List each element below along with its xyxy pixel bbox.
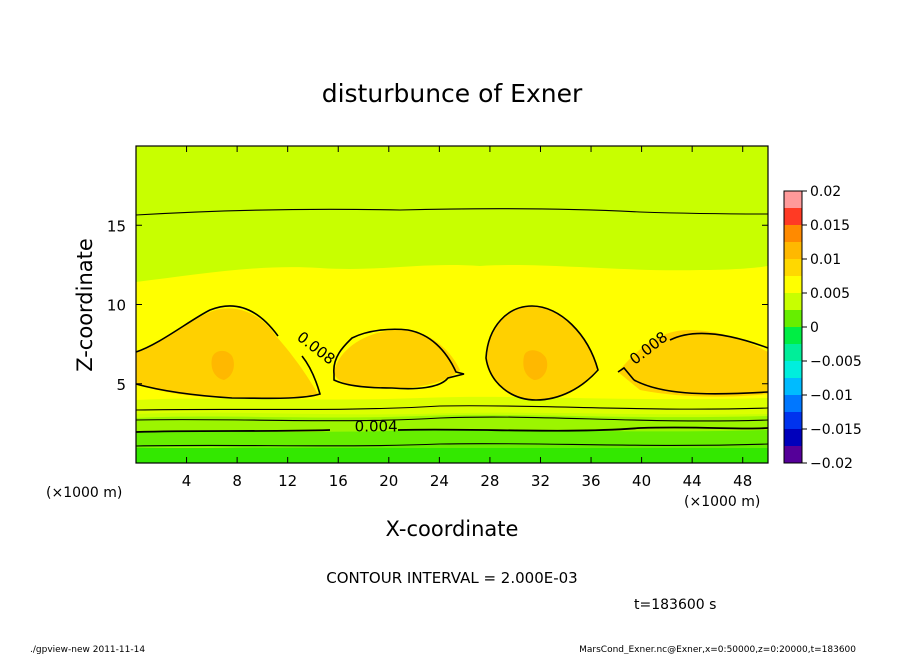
time-text: t=183600 s bbox=[634, 597, 716, 613]
contour-label: 0.004 bbox=[355, 417, 398, 435]
colorbar-swatch bbox=[784, 412, 802, 430]
contour-line-l4 bbox=[135, 443, 769, 447]
colorbar-tick-label: 0 bbox=[810, 320, 819, 336]
x-tick-label: 4 bbox=[182, 472, 192, 490]
x-tick-label: 40 bbox=[632, 472, 651, 490]
colorbar-tick-label: 0.01 bbox=[810, 252, 841, 268]
colorbar-swatch bbox=[784, 293, 802, 311]
footer-left: ./gpview-new 2011-11-14 bbox=[30, 645, 145, 654]
colorbar: 0.02 0.015 0.01 0.005 0 −0.005 −0.01 −0.015 −0.0… bbox=[783, 184, 862, 472]
contour-line-l3 bbox=[135, 426, 769, 433]
field-band-lower-4 bbox=[136, 448, 768, 463]
contour-line-top bbox=[135, 208, 769, 216]
colorbar-swatch bbox=[784, 429, 802, 447]
x-tick-label: 28 bbox=[480, 472, 499, 490]
colorbar-swatch bbox=[784, 242, 802, 260]
colorbar-swatch bbox=[784, 276, 802, 294]
colorbar-swatch bbox=[784, 378, 802, 396]
x-unit-left: (×1000 m) bbox=[46, 485, 122, 501]
y-axis: 5 10 15 bbox=[107, 217, 768, 394]
y-tick-label: 15 bbox=[107, 217, 126, 235]
colorbar-swatch bbox=[784, 259, 802, 277]
colorbar-swatch bbox=[784, 361, 802, 379]
colorbar-tick-label: −0.015 bbox=[810, 422, 862, 438]
contour-008-cell-4 bbox=[617, 332, 769, 395]
y-tick-label: 10 bbox=[107, 297, 126, 315]
colorbar-swatch bbox=[784, 395, 802, 413]
field-core-2 bbox=[523, 350, 548, 380]
x-tick-label: 48 bbox=[733, 472, 752, 490]
colorbar-tick-label: −0.01 bbox=[810, 388, 853, 404]
contour-line-l2 bbox=[135, 416, 769, 422]
colorbar-tick-label: −0.02 bbox=[810, 456, 853, 472]
field-core-1 bbox=[211, 350, 234, 380]
x-tick-label: 20 bbox=[379, 472, 398, 490]
colorbar-swatch bbox=[784, 310, 802, 328]
colorbar-swatch bbox=[784, 344, 802, 362]
plot-area bbox=[135, 146, 769, 463]
y-tick-label: 5 bbox=[116, 376, 126, 394]
chart-title: disturbunce of Exner bbox=[322, 79, 583, 108]
contour-008-cell-1 bbox=[135, 305, 321, 400]
x-tick-label: 44 bbox=[683, 472, 702, 490]
colorbar-swatch bbox=[784, 208, 802, 226]
x-tick-label: 16 bbox=[329, 472, 348, 490]
contour-008-cell-2 bbox=[333, 328, 465, 390]
colorbar-swatch bbox=[784, 225, 802, 243]
colorbar-swatch bbox=[784, 327, 802, 345]
colorbar-tick-label: 0.015 bbox=[810, 218, 850, 234]
x-tick-label: 36 bbox=[581, 472, 600, 490]
x-tick-label: 32 bbox=[531, 472, 550, 490]
field-cell-4 bbox=[618, 330, 768, 397]
field-band-lower-3 bbox=[136, 429, 768, 450]
field-cell-2 bbox=[334, 329, 460, 389]
colorbar-swatch bbox=[784, 446, 802, 464]
x-unit-right: (×1000 m) bbox=[684, 494, 760, 510]
colorbar-tick-label: −0.005 bbox=[810, 354, 862, 370]
x-tick-label: 24 bbox=[430, 472, 449, 490]
contour-line-l1 bbox=[135, 405, 769, 411]
footer-right: MarsCond_Exner.nc@Exner,x=0:50000,z=0:20… bbox=[579, 645, 856, 654]
colorbar-tick-label: 0.005 bbox=[810, 286, 850, 302]
colorbar-tick-label: 0.02 bbox=[810, 184, 841, 200]
y-axis-label: Z-coordinate bbox=[73, 238, 97, 372]
x-tick-label: 12 bbox=[278, 472, 297, 490]
field-cell-3 bbox=[486, 306, 598, 400]
x-axis-label: X-coordinate bbox=[386, 517, 519, 541]
colorbar-swatch bbox=[784, 191, 802, 209]
x-tick-label: 8 bbox=[232, 472, 242, 490]
x-axis: 4 8 12 16 20 24 28 32 36 40 44 48 bbox=[182, 146, 752, 490]
contour-008-cell-3 bbox=[485, 305, 599, 401]
contour-interval-text: CONTOUR INTERVAL = 2.000E-03 bbox=[326, 569, 577, 587]
